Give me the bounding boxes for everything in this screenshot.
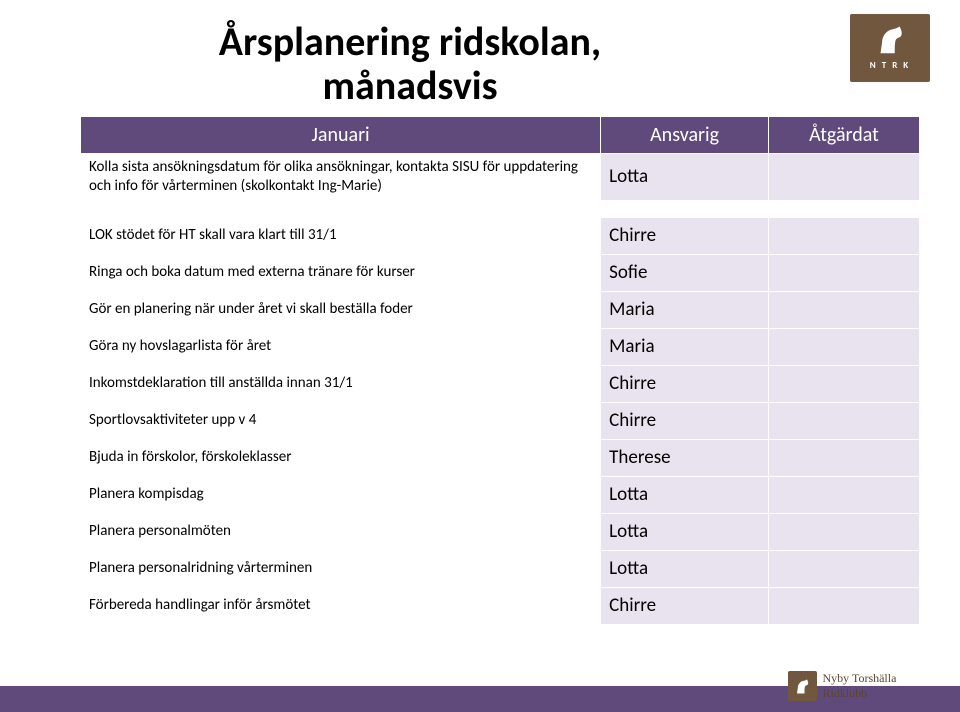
table-row: Bjuda in förskolor, förskoleklasserThere… xyxy=(81,439,920,476)
done-cell xyxy=(768,254,919,291)
responsible-cell: Chirre xyxy=(601,402,769,439)
task-cell: Göra ny hovslagarlista för året xyxy=(81,328,601,365)
task-cell: Planera personalridning vårterminen xyxy=(81,550,601,587)
table-row: Planera personalridning vårterminenLotta xyxy=(81,550,920,587)
task-cell: Kolla sista ansökningsdatum för olika an… xyxy=(81,154,601,201)
footer-text: Nyby Torshälla Ridklubb xyxy=(823,671,939,701)
title-line-1: Årsplanering ridskolan, xyxy=(80,20,740,64)
task-cell: Gör en planering när under året vi skall… xyxy=(81,291,601,328)
done-cell xyxy=(768,513,919,550)
done-cell xyxy=(768,476,919,513)
task-cell: Planera personalmöten xyxy=(81,513,601,550)
footer-logo: Nyby Torshälla Ridklubb xyxy=(788,666,938,706)
done-cell xyxy=(768,365,919,402)
responsible-cell: Lotta xyxy=(601,154,769,201)
done-cell xyxy=(768,328,919,365)
logo-text: N T R K xyxy=(870,60,910,71)
responsible-cell: Lotta xyxy=(601,476,769,513)
responsible-cell: Sofie xyxy=(601,254,769,291)
table-header-row: Januari Ansvarig Åtgärdat xyxy=(81,117,920,154)
done-cell xyxy=(768,291,919,328)
table-row: Planera personalmötenLotta xyxy=(81,513,920,550)
done-cell xyxy=(768,402,919,439)
page-title: Årsplanering ridskolan, månadsvis xyxy=(80,20,920,108)
brand-logo: N T R K xyxy=(850,14,930,82)
task-cell: Bjuda in förskolor, förskoleklasser xyxy=(81,439,601,476)
table-row: Kolla sista ansökningsdatum för olika an… xyxy=(81,154,920,201)
responsible-cell: Chirre xyxy=(601,365,769,402)
table: Januari Ansvarig Åtgärdat Kolla sista an… xyxy=(80,116,920,625)
responsible-cell: Maria xyxy=(601,291,769,328)
done-cell xyxy=(768,217,919,254)
task-cell: Planera kompisdag xyxy=(81,476,601,513)
footer-horse-icon xyxy=(788,671,817,701)
task-cell: LOK stödet för HT skall vara klart till … xyxy=(81,217,601,254)
responsible-cell: Chirre xyxy=(601,217,769,254)
table-row: Ringa och boka datum med externa tränare… xyxy=(81,254,920,291)
table-row: Sportlovsaktiviteter upp v 4Chirre xyxy=(81,402,920,439)
table-row: Gör en planering när under året vi skall… xyxy=(81,291,920,328)
table-gap xyxy=(81,200,920,217)
done-cell xyxy=(768,550,919,587)
table-row: Inkomstdeklaration till anställda innan … xyxy=(81,365,920,402)
table-row: LOK stödet för HT skall vara klart till … xyxy=(81,217,920,254)
table-row: Planera kompisdagLotta xyxy=(81,476,920,513)
task-cell: Ringa och boka datum med externa tränare… xyxy=(81,254,601,291)
task-cell: Förbereda handlingar inför årsmötet xyxy=(81,587,601,624)
responsible-cell: Maria xyxy=(601,328,769,365)
horse-icon xyxy=(871,20,909,58)
planning-table: Januari Ansvarig Åtgärdat Kolla sista an… xyxy=(80,116,920,625)
table-row: Göra ny hovslagarlista för åretMaria xyxy=(81,328,920,365)
table-row: Förbereda handlingar inför årsmötetChirr… xyxy=(81,587,920,624)
responsible-cell: Lotta xyxy=(601,513,769,550)
document-page: N T R K Årsplanering ridskolan, månadsvi… xyxy=(0,0,960,712)
col-responsible: Ansvarig xyxy=(601,117,769,154)
responsible-cell: Therese xyxy=(601,439,769,476)
title-line-2: månadsvis xyxy=(80,64,740,108)
done-cell xyxy=(768,587,919,624)
task-cell: Sportlovsaktiviteter upp v 4 xyxy=(81,402,601,439)
done-cell xyxy=(768,154,919,201)
done-cell xyxy=(768,439,919,476)
responsible-cell: Chirre xyxy=(601,587,769,624)
col-done: Åtgärdat xyxy=(768,117,919,154)
responsible-cell: Lotta xyxy=(601,550,769,587)
task-cell: Inkomstdeklaration till anställda innan … xyxy=(81,365,601,402)
col-month: Januari xyxy=(81,117,601,154)
